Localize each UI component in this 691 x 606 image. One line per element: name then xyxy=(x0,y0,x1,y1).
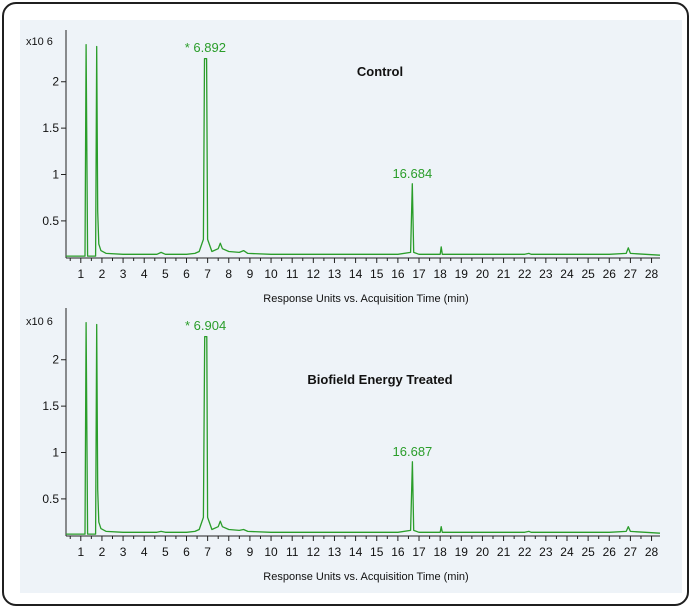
x-tick-label: 6 xyxy=(183,545,190,559)
x-tick-label: 4 xyxy=(141,267,148,281)
x-tick-label: 28 xyxy=(645,267,659,281)
x-tick-label: 1 xyxy=(77,545,84,559)
x-axis-label: Response Units vs. Acquisition Time (min… xyxy=(263,293,468,305)
x-tick-label: 17 xyxy=(412,267,426,281)
y-tick-label: 1.5 xyxy=(42,399,59,413)
y-tick-label: 0.5 xyxy=(42,492,59,506)
y-tick-label: 2 xyxy=(52,353,59,367)
x-tick-label: 28 xyxy=(645,545,659,559)
x-tick-label: 3 xyxy=(120,545,127,559)
x-tick-label: 2 xyxy=(99,545,106,559)
x-tick-label: 14 xyxy=(349,545,363,559)
x-tick-label: 23 xyxy=(539,545,553,559)
x-tick-label: 27 xyxy=(624,545,638,559)
x-tick-label: 25 xyxy=(581,545,595,559)
x-tick-label: 6 xyxy=(183,267,190,281)
x-tick-label: 24 xyxy=(560,267,574,281)
peak-label: * 6.904 xyxy=(185,318,226,333)
x-tick-label: 14 xyxy=(349,267,363,281)
x-tick-label: 11 xyxy=(286,545,299,559)
x-tick-label: 15 xyxy=(370,267,384,281)
figure-panel xyxy=(20,20,682,593)
x-tick-label: 9 xyxy=(247,267,254,281)
x-tick-label: 10 xyxy=(264,267,278,281)
peak-label: * 6.892 xyxy=(185,40,226,55)
x-tick-label: 26 xyxy=(603,545,617,559)
x-tick-label: 12 xyxy=(307,545,321,559)
x-tick-label: 20 xyxy=(476,545,490,559)
x-tick-label: 21 xyxy=(497,267,511,281)
x-tick-label: 22 xyxy=(518,267,532,281)
x-tick-label: 15 xyxy=(370,545,384,559)
x-tick-label: 13 xyxy=(328,267,342,281)
x-tick-label: 10 xyxy=(264,545,278,559)
x-tick-label: 1 xyxy=(77,267,84,281)
y-tick-label: 1 xyxy=(52,168,59,182)
x-axis-label: Response Units vs. Acquisition Time (min… xyxy=(263,571,468,583)
y-tick-label: 2 xyxy=(52,75,59,89)
chart-title: Biofield Energy Treated xyxy=(307,372,452,387)
series-line-0 xyxy=(66,43,661,257)
x-tick-label: 5 xyxy=(162,545,169,559)
x-tick-label: 3 xyxy=(120,267,127,281)
x-tick-label: 22 xyxy=(518,545,532,559)
x-tick-label: 16 xyxy=(391,267,405,281)
x-tick-label: 2 xyxy=(99,267,106,281)
chart-title: Control xyxy=(357,64,403,79)
x-tick-label: 8 xyxy=(225,267,232,281)
x-tick-label: 9 xyxy=(247,545,254,559)
x-tick-label: 25 xyxy=(581,267,595,281)
chromatogram-figure: x10 60.511.521 2 3 4 5 6 7 8 9 10 11 12 13 14 15 16 17 18… xyxy=(26,30,661,583)
y-scale-label: x10 6 xyxy=(26,36,53,48)
y-tick-label: 0.5 xyxy=(42,214,59,228)
peak-label: 16.684 xyxy=(392,166,432,181)
x-tick-label: 12 xyxy=(307,267,321,281)
x-tick-label: 18 xyxy=(433,267,447,281)
x-tick-label: 18 xyxy=(433,545,447,559)
y-tick-label: 1.5 xyxy=(42,121,59,135)
series-line-0 xyxy=(66,321,661,535)
x-tick-label: 23 xyxy=(539,267,553,281)
x-tick-label: 16 xyxy=(391,545,405,559)
x-tick-label: 5 xyxy=(162,267,169,281)
x-tick-label: 13 xyxy=(328,545,342,559)
y-tick-label: 1 xyxy=(52,446,59,460)
x-tick-label: 17 xyxy=(412,545,426,559)
x-tick-label: 19 xyxy=(455,267,469,281)
x-tick-label: 4 xyxy=(141,545,148,559)
y-scale-label: x10 6 xyxy=(26,316,53,328)
x-tick-label: 11 xyxy=(286,267,299,281)
x-tick-label: 21 xyxy=(497,545,511,559)
x-tick-label: 8 xyxy=(225,545,232,559)
x-tick-label: 26 xyxy=(603,267,617,281)
x-tick-label: 7 xyxy=(204,545,211,559)
x-tick-label: 24 xyxy=(560,545,574,559)
x-tick-label: 7 xyxy=(204,267,211,281)
x-tick-label: 27 xyxy=(624,267,638,281)
peak-label: 16.687 xyxy=(393,444,433,459)
x-tick-label: 20 xyxy=(476,267,490,281)
x-tick-label: 19 xyxy=(455,545,469,559)
